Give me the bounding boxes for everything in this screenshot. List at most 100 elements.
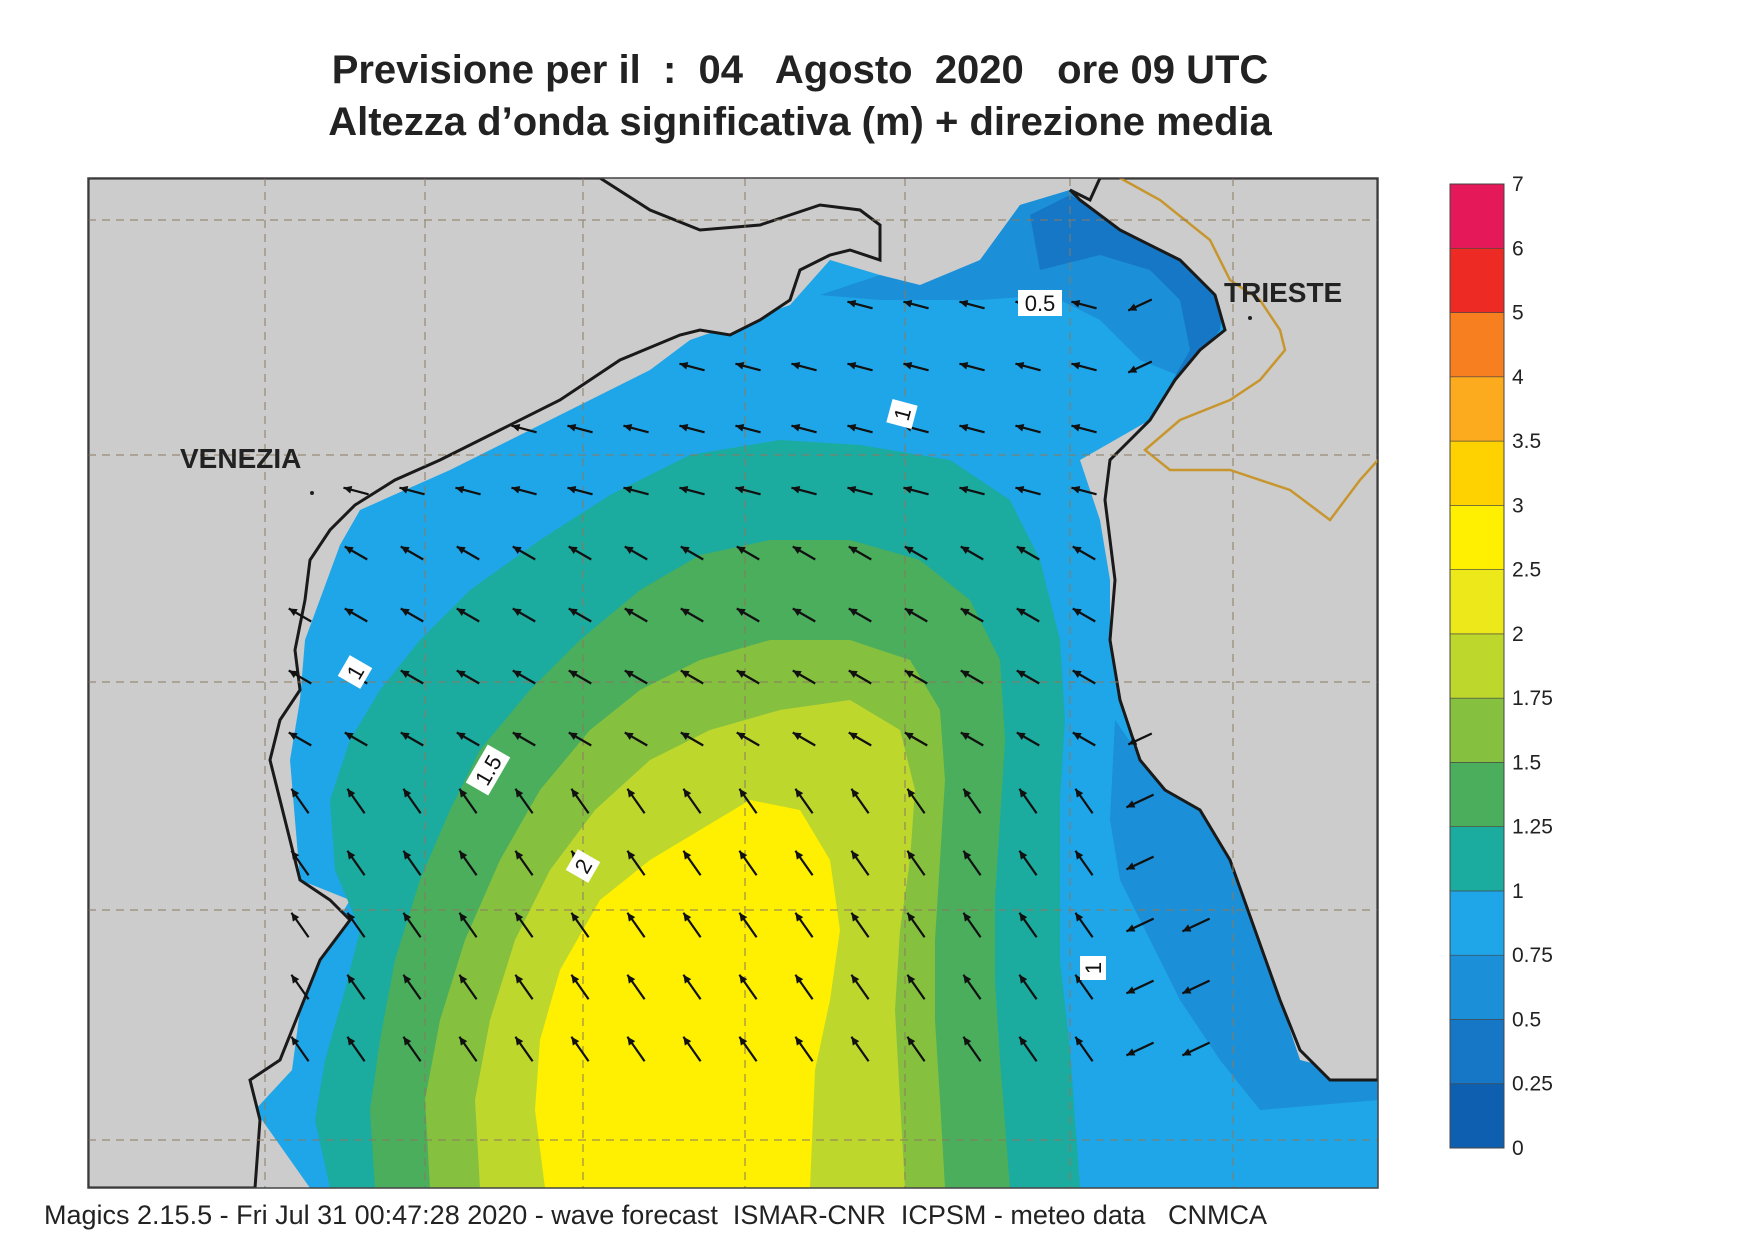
wave-arrow [455, 485, 481, 496]
wave-arrow [682, 912, 702, 938]
wave-arrow [1125, 979, 1155, 995]
wave-arrow [344, 545, 368, 561]
colorbar-tick-label: 5 [1512, 302, 1524, 325]
wave-arrow [680, 731, 704, 747]
colorbar-legend: 0 0.25 0.5 0.75 1 1.25 1.5 1.75 2 2.5 3 3.5 4 5 6 7 [1449, 173, 1553, 1160]
colorbar-tick-label: 0 [1512, 1137, 1524, 1160]
contour-label: 1 [1081, 962, 1106, 974]
wave-arrow [626, 788, 646, 814]
wave-arrow [288, 669, 312, 685]
wave-arrow [904, 731, 928, 747]
wave-arrow [626, 912, 646, 938]
colorbar-swatch [1449, 505, 1505, 570]
wave-arrow [791, 423, 817, 434]
wave-arrow [402, 912, 422, 938]
wave-arrow [623, 485, 649, 496]
wave-arrow [679, 361, 705, 372]
colorbar-swatch [1449, 183, 1505, 249]
wave-arrow [1016, 669, 1040, 685]
wave-arrow [1181, 917, 1211, 933]
wave-arrow [738, 974, 758, 1000]
wave-arrow [288, 607, 312, 623]
wave-arrow [570, 974, 590, 1000]
wave-arrow [514, 974, 534, 1000]
city-label-trieste: TRIESTE [1224, 277, 1342, 308]
wave-arrow [792, 731, 816, 747]
wave-arrow [458, 974, 478, 1000]
wave-arrow [626, 850, 646, 876]
wave-arrow [1072, 545, 1096, 561]
colorbar-tick-label: 3.5 [1512, 430, 1541, 453]
map-title: Previsione per il : 04 Agosto 2020 ore 0… [331, 48, 1269, 92]
venezia-marker [310, 491, 314, 495]
contour-label: 0.5 [1025, 291, 1056, 316]
colorbar-tick-label: 2.5 [1512, 559, 1541, 582]
colorbar-tick-label: 3 [1512, 494, 1524, 517]
wave-arrow [792, 669, 816, 685]
city-label-venezia: VENEZIA [180, 443, 301, 474]
wave-arrow [346, 788, 366, 814]
wave-arrow [626, 1036, 646, 1062]
wave-arrow [962, 850, 982, 876]
wave-arrow [626, 974, 646, 1000]
wave-arrow [402, 788, 422, 814]
colorbar-swatch [1449, 890, 1505, 956]
wave-arrow [402, 1036, 422, 1062]
wave-arrow [960, 607, 984, 623]
wave-arrow [1071, 361, 1097, 372]
wave-arrow [962, 1036, 982, 1062]
wave-arrow [903, 361, 929, 372]
colorbar-tick-label: 1.5 [1512, 751, 1541, 774]
colorbar-tick-label: 0.75 [1512, 944, 1553, 967]
wave-arrow [1071, 423, 1097, 434]
wave-arrow [1127, 298, 1153, 312]
wave-arrow [1015, 361, 1041, 372]
wave-arrow [1074, 1036, 1094, 1062]
wave-arrow [568, 731, 592, 747]
wave-arrow [567, 485, 593, 496]
colorbar-swatch [1449, 826, 1505, 892]
wave-arrow [738, 912, 758, 938]
wave-arrow [456, 545, 480, 561]
wave-arrow [458, 1036, 478, 1062]
wave-arrow [512, 669, 536, 685]
wave-arrow [959, 423, 985, 434]
wave-arrow [1181, 979, 1211, 995]
wave-arrow [792, 607, 816, 623]
wave-arrow [1072, 669, 1096, 685]
colorbar-tick-label: 2 [1512, 623, 1524, 646]
wave-arrow [1072, 607, 1096, 623]
wave-direction-arrows [288, 298, 1211, 1062]
colorbar-swatch [1449, 954, 1505, 1020]
wave-arrow [959, 485, 985, 496]
national-border [1119, 178, 1378, 522]
wave-arrow [568, 607, 592, 623]
wave-arrow [512, 607, 536, 623]
wave-arrow [400, 545, 424, 561]
colorbar-tick-label: 1.75 [1512, 687, 1553, 710]
wave-arrow [290, 974, 310, 1000]
map-frame [87, 177, 1379, 1189]
colorbar-tick-label: 0.5 [1512, 1008, 1541, 1031]
wave-arrow [570, 788, 590, 814]
wave-arrow [959, 361, 985, 372]
wave-arrow [1072, 731, 1096, 747]
graticule [88, 178, 1378, 1188]
wave-arrow [1125, 1041, 1155, 1057]
wave-arrow [290, 912, 310, 938]
wave-arrow [511, 485, 537, 496]
wave-arrow [623, 423, 649, 434]
wave-arrow [1015, 423, 1041, 434]
wave-arrow [903, 485, 929, 496]
wave-arrow [847, 423, 873, 434]
colorbar-tick-label: 4 [1512, 366, 1524, 389]
wave-arrow [290, 788, 310, 814]
wave-arrow [738, 788, 758, 814]
wave-arrow [850, 788, 870, 814]
wave-arrow [903, 299, 929, 310]
colorbar-frame [1449, 183, 1505, 1149]
wave-arrow [346, 1036, 366, 1062]
wave-arrow [1018, 850, 1038, 876]
wave-arrow [1074, 974, 1094, 1000]
